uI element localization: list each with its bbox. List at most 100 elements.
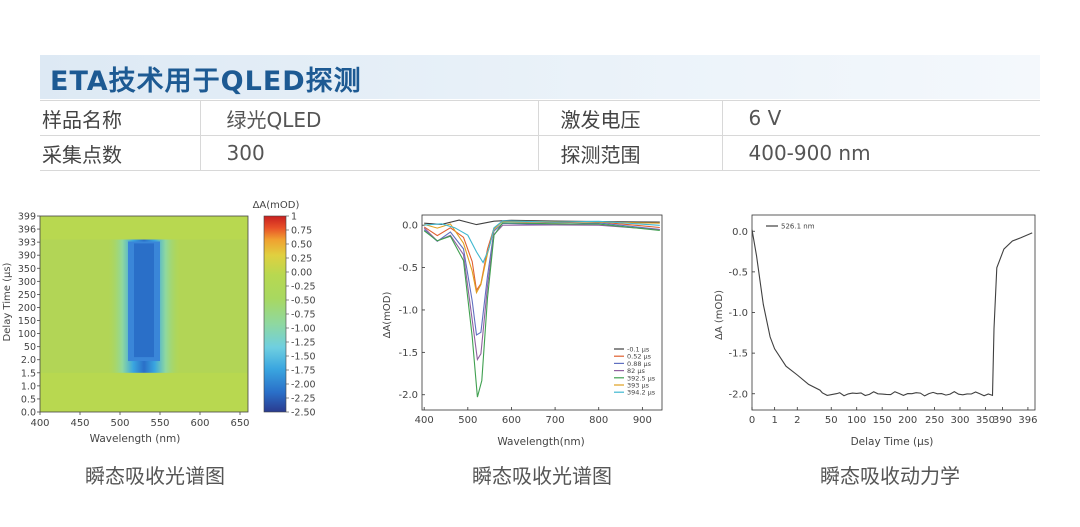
colorbar-tick-label: -0.75 xyxy=(291,310,316,321)
sample-points-label: 采集点数 xyxy=(40,135,200,171)
spectra-x-tick-label: 900 xyxy=(633,415,652,426)
heatmap-chart: 400 450 500 550 600 650 0.0 0.5 1.0 1.5 2.0 50 100 15… xyxy=(2,200,316,445)
kinetics-y-tick-label: -1.5 xyxy=(728,349,748,360)
kinetics-x-tick-label: 50 xyxy=(825,415,838,426)
kinetics-x-tick-label: 1 xyxy=(771,415,777,426)
heatmap-y-tick-label: 200 xyxy=(18,303,36,314)
spectra-series-line xyxy=(424,220,660,264)
colorbar-tick-label: -1.50 xyxy=(291,352,316,363)
colorbar xyxy=(263,215,287,413)
kinetics-x-tick-label: 200 xyxy=(898,415,917,426)
heatmap-y-tick-label: 393 xyxy=(18,238,36,249)
heatmap-x-tick-label: 550 xyxy=(150,418,169,429)
table-row: 样品名称 绿光QLED 激发电压 6 V xyxy=(40,100,1040,136)
spectra-y-tick-label: -2.0 xyxy=(398,390,418,401)
excitation-voltage-label: 激发电压 xyxy=(537,100,722,136)
excitation-voltage-value: 6 V xyxy=(721,100,1040,136)
detection-range-value: 400-900 nm xyxy=(721,135,1040,171)
colorbar-tick-label: 0.50 xyxy=(291,240,312,251)
spectra-series-line xyxy=(423,222,660,398)
spectra-legend-label: 0.88 μs xyxy=(627,360,652,368)
colorbar-tick-label: 0.00 xyxy=(291,268,312,279)
page-title: ETA技术用于QLED探测 xyxy=(50,66,362,97)
kinetics-x-tick-label: 0 xyxy=(749,415,755,426)
colorbar-tick-label: 0.75 xyxy=(291,226,312,237)
caption-spectra: 瞬态吸收光谱图 xyxy=(472,464,612,488)
heatmap-x-tick-label: 400 xyxy=(30,418,49,429)
heatmap-y-tick-label: 350 xyxy=(18,264,36,275)
sample-points-value: 300 xyxy=(199,135,538,171)
kinetics-line-chart: 0.0-0.5-1.0-1.5-2.00 1 2 50 100 150 200 250 300 3… xyxy=(714,214,1037,448)
heatmap-band-center xyxy=(134,243,154,358)
heatmap-y-tick-label: 50 xyxy=(24,342,36,353)
spectra-legend-label: 82 μs xyxy=(627,367,645,375)
spectra-frame xyxy=(421,214,663,411)
colorbar-tick-label: -1.00 xyxy=(291,324,316,335)
heatmap-y-tick-label: 0.5 xyxy=(21,394,36,405)
kinetics-y-tick-label: -2.0 xyxy=(728,389,748,400)
spectra-x-tick-label: 500 xyxy=(458,415,477,426)
spectra-series-line xyxy=(423,224,660,362)
info-table: 样品名称 绿光QLED 激发电压 6 V 采集点数 300 探测范围 400-9… xyxy=(40,100,1040,171)
colorbar-tick-label: -2.25 xyxy=(291,394,316,405)
heatmap-x-tick-label: 450 xyxy=(70,418,89,429)
kinetics-x-tick-label: 350 xyxy=(976,415,995,426)
heatmap-y-tick-label: 1.0 xyxy=(21,381,36,392)
spectra-legend-label: 0.52 μs xyxy=(627,353,652,361)
heatmap-y-tick-label: 150 xyxy=(18,316,36,327)
spectra-y-tick-label: -1.5 xyxy=(398,348,418,359)
kinetics-x-tick-label: 150 xyxy=(873,415,892,426)
colorbar-label: ΔA(mOD) xyxy=(253,200,300,211)
heatmap-y-tick-label: 250 xyxy=(18,290,36,301)
heatmap-x-tick-label: 600 xyxy=(190,418,209,429)
spectra-y-tick-label: -0.5 xyxy=(398,263,418,274)
heatmap-y-tick-label: 396 xyxy=(18,225,36,236)
kinetics-x-tick-label: 300 xyxy=(950,415,969,426)
kinetics-frame xyxy=(751,214,1036,411)
colorbar-tick-label: -0.25 xyxy=(291,282,316,293)
kinetics-series-line xyxy=(751,229,1033,397)
spectra-x-tick-label: 600 xyxy=(502,415,521,426)
spectra-legend-label: 394.2 μs xyxy=(627,389,656,397)
heatmap-xlabel: Wavelength (nm) xyxy=(90,433,181,445)
colorbar-tick-label: -2.50 xyxy=(291,408,316,419)
spectra-y-tick-label: -1.0 xyxy=(398,305,418,316)
colorbar-tick-label: -2.00 xyxy=(291,380,316,391)
spectra-y-tick-label: 0.0 xyxy=(402,221,418,232)
header-banner: ETA技术用于QLED探测 xyxy=(40,55,1040,99)
kinetics-y-tick-label: 0.0 xyxy=(732,227,748,238)
spectra-x-tick-label: 700 xyxy=(546,415,565,426)
colorbar-tick-label: 1 xyxy=(291,212,297,223)
heatmap-x-tick-label: 500 xyxy=(110,418,129,429)
heatmap-x-tick-label: 650 xyxy=(230,418,249,429)
kinetics-legend-label: 526.1 nm xyxy=(781,223,815,231)
spectra-line-chart: 0.0 -0.5 -1.0 -1.5 -2.0 400 500 600 700 800 900 -0.… xyxy=(382,214,663,448)
kinetics-ylabel: ΔA (mOD) xyxy=(714,290,725,340)
heatmap-y-tick-label: 399 xyxy=(18,212,36,223)
spectra-xlabel: Wavelength(nm) xyxy=(497,436,584,448)
kinetics-x-tick-label: 390 xyxy=(993,415,1012,426)
heatmap-y-tick-label: 0.0 xyxy=(21,408,36,419)
heatmap-y-tick-label: 390 xyxy=(18,251,36,262)
spectra-legend-label: 392.5 μs xyxy=(627,374,656,382)
kinetics-x-tick-label: 2 xyxy=(794,415,800,426)
kinetics-xlabel: Delay Time (μs) xyxy=(851,436,934,448)
kinetics-y-tick-label: -1.0 xyxy=(728,308,748,319)
heatmap-y-tick-label: 300 xyxy=(18,277,36,288)
heatmap-y-tick-label: 1.5 xyxy=(21,368,36,379)
spectra-legend-label: 393 μs xyxy=(627,382,650,390)
caption-heatmap: 瞬态吸收光谱图 xyxy=(85,464,225,488)
colorbar-tick-label: -1.25 xyxy=(291,338,316,349)
heatmap-frame xyxy=(39,215,249,413)
detection-range-label: 探测范围 xyxy=(537,135,722,171)
spectra-x-tick-label: 800 xyxy=(589,415,608,426)
caption-kinetics: 瞬态吸收动力学 xyxy=(820,464,960,488)
spectra-ylabel: ΔA(mOD) xyxy=(382,292,393,339)
colorbar-tick-label: -1.75 xyxy=(291,366,316,377)
table-row: 采集点数 300 探测范围 400-900 nm xyxy=(40,135,1040,171)
heatmap-y-tick-label: 2.0 xyxy=(21,355,36,366)
heatmap-y-tick-label: 100 xyxy=(18,329,36,340)
spectra-legend-label: -0.1 μs xyxy=(627,346,650,354)
sample-name-label: 样品名称 xyxy=(40,100,200,136)
sample-name-value: 绿光QLED xyxy=(199,100,538,136)
